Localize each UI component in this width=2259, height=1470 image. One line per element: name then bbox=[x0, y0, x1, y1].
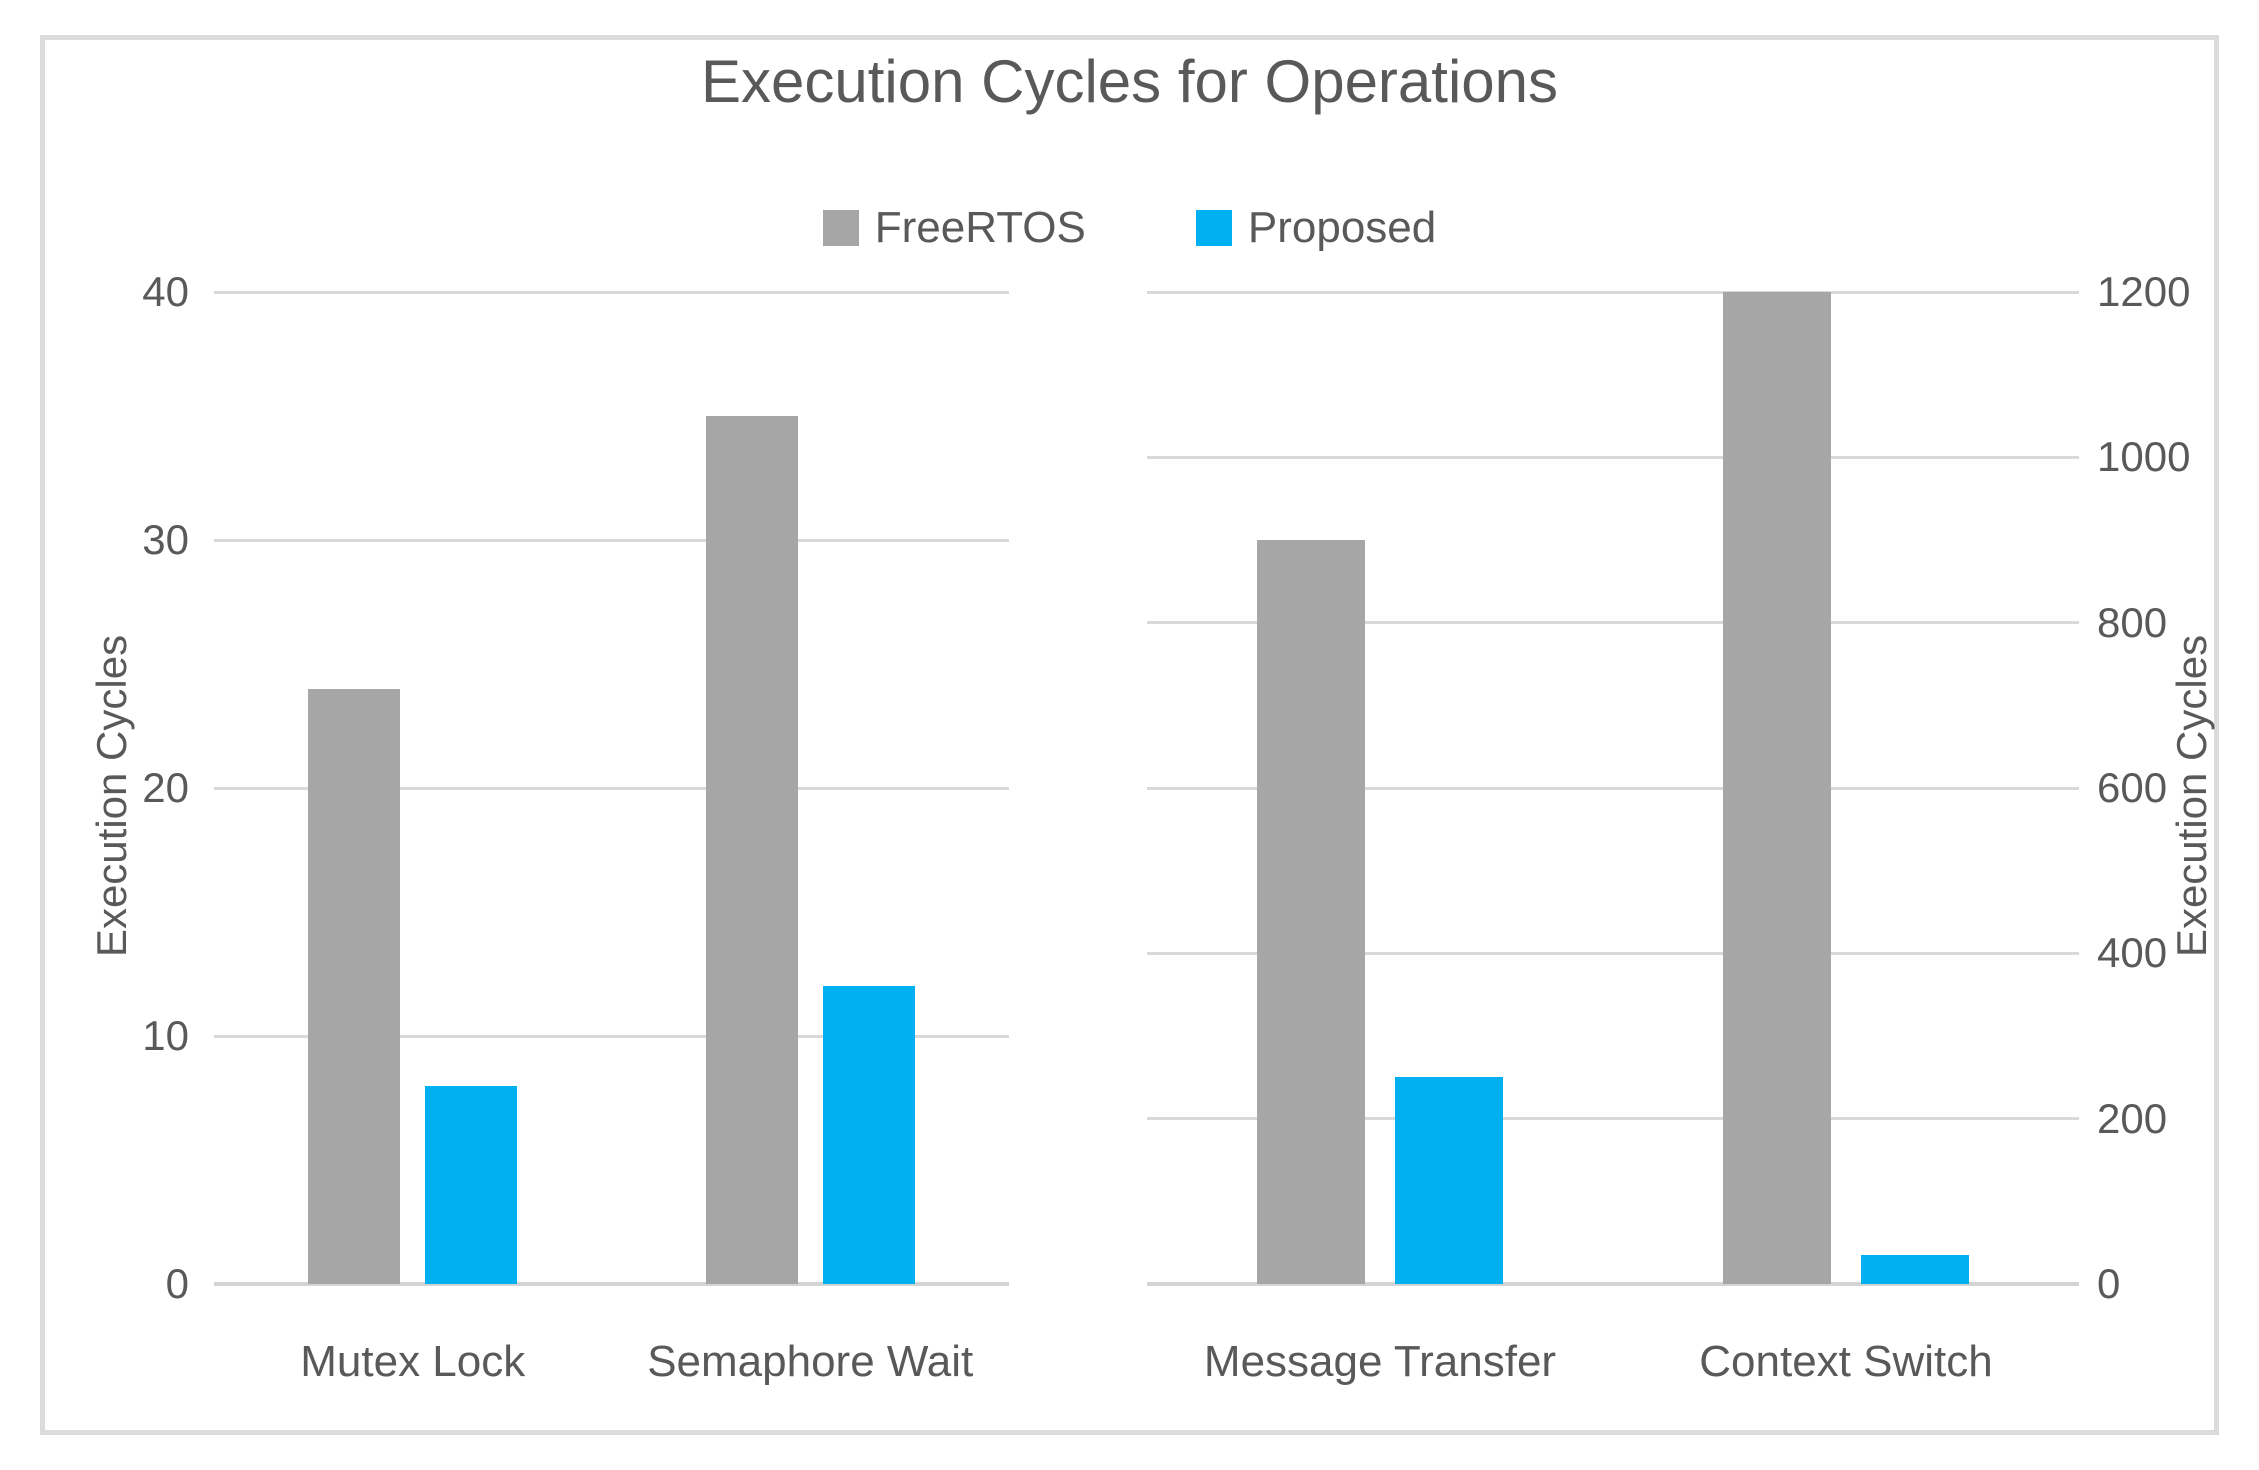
bar-freertos-message-transfer bbox=[1257, 540, 1365, 1284]
legend-label-proposed: Proposed bbox=[1247, 203, 1437, 252]
gridline-30 bbox=[214, 538, 1009, 542]
y-tick-label-10: 10 bbox=[142, 1012, 189, 1059]
bar-freertos-mutex-lock bbox=[308, 689, 401, 1284]
legend-swatch-proposed-icon bbox=[1195, 210, 1232, 246]
gridline-10 bbox=[214, 1034, 1009, 1038]
right-panel: 0 200 400 600 800 1000 1200 Message Transfer Con… bbox=[1147, 268, 2190, 1386]
y-tick-label-200: 200 bbox=[2097, 1094, 2168, 1142]
y-tick-label-1000: 1000 bbox=[2097, 433, 2191, 481]
legend-label-freertos: FreeRTOS bbox=[874, 203, 1086, 252]
left-panel: 0 10 20 30 40 Mutex Lock Semaphore Wait bbox=[142, 268, 1009, 1386]
legend-swatch-freertos-icon bbox=[822, 210, 859, 246]
bar-proposed-mutex-lock bbox=[425, 1086, 518, 1284]
gridline-1200 bbox=[1147, 290, 2079, 294]
y-tick-label-400: 400 bbox=[2097, 929, 2168, 977]
x-category-label-mutex-lock: Mutex Lock bbox=[300, 1337, 526, 1386]
left-axis-title: Execution Cycles bbox=[88, 634, 135, 958]
gridline-800 bbox=[1147, 621, 2079, 625]
y-tick-label-20: 20 bbox=[142, 764, 189, 811]
x-category-label-context-switch: Context Switch bbox=[1699, 1337, 1993, 1386]
right-axis-title: Execution Cycles bbox=[2168, 634, 2215, 958]
y-tick-label-30: 30 bbox=[142, 516, 189, 563]
legend-item-proposed: Proposed bbox=[1195, 203, 1437, 253]
y-tick-label-600: 600 bbox=[2097, 764, 2168, 811]
gridline-20 bbox=[214, 786, 1009, 790]
gridline-0 bbox=[1147, 1282, 2079, 1286]
gridline-0 bbox=[214, 1282, 1009, 1286]
bar-freertos-context-switch bbox=[1723, 292, 1831, 1284]
bar-freertos-semaphore-wait bbox=[705, 416, 798, 1284]
x-category-label-semaphore-wait: Semaphore Wait bbox=[647, 1337, 974, 1386]
y-tick-label-800: 800 bbox=[2097, 598, 2168, 646]
bar-proposed-message-transfer bbox=[1395, 1077, 1503, 1284]
gridline-200 bbox=[1147, 1117, 2079, 1121]
y-tick-label-40: 40 bbox=[142, 268, 189, 315]
y-tick-label-1200: 1200 bbox=[2097, 268, 2191, 315]
bar-proposed-semaphore-wait bbox=[822, 986, 915, 1284]
chart-legend: FreeRTOS Proposed bbox=[0, 203, 2259, 253]
y-tick-label-0: 0 bbox=[2097, 1260, 2121, 1307]
gridline-400 bbox=[1147, 951, 2079, 955]
y-tick-label-0: 0 bbox=[165, 1260, 189, 1307]
bar-proposed-context-switch bbox=[1861, 1255, 1969, 1284]
legend-item-freertos: FreeRTOS bbox=[822, 203, 1086, 253]
chart-title: Execution Cycles for Operations bbox=[700, 48, 1559, 115]
gridline-1000 bbox=[1147, 455, 2079, 459]
chart-frame-border bbox=[40, 35, 2219, 1435]
x-category-label-message-transfer: Message Transfer bbox=[1203, 1337, 1557, 1386]
gridline-40 bbox=[214, 290, 1009, 294]
gridline-600 bbox=[1147, 786, 2079, 790]
